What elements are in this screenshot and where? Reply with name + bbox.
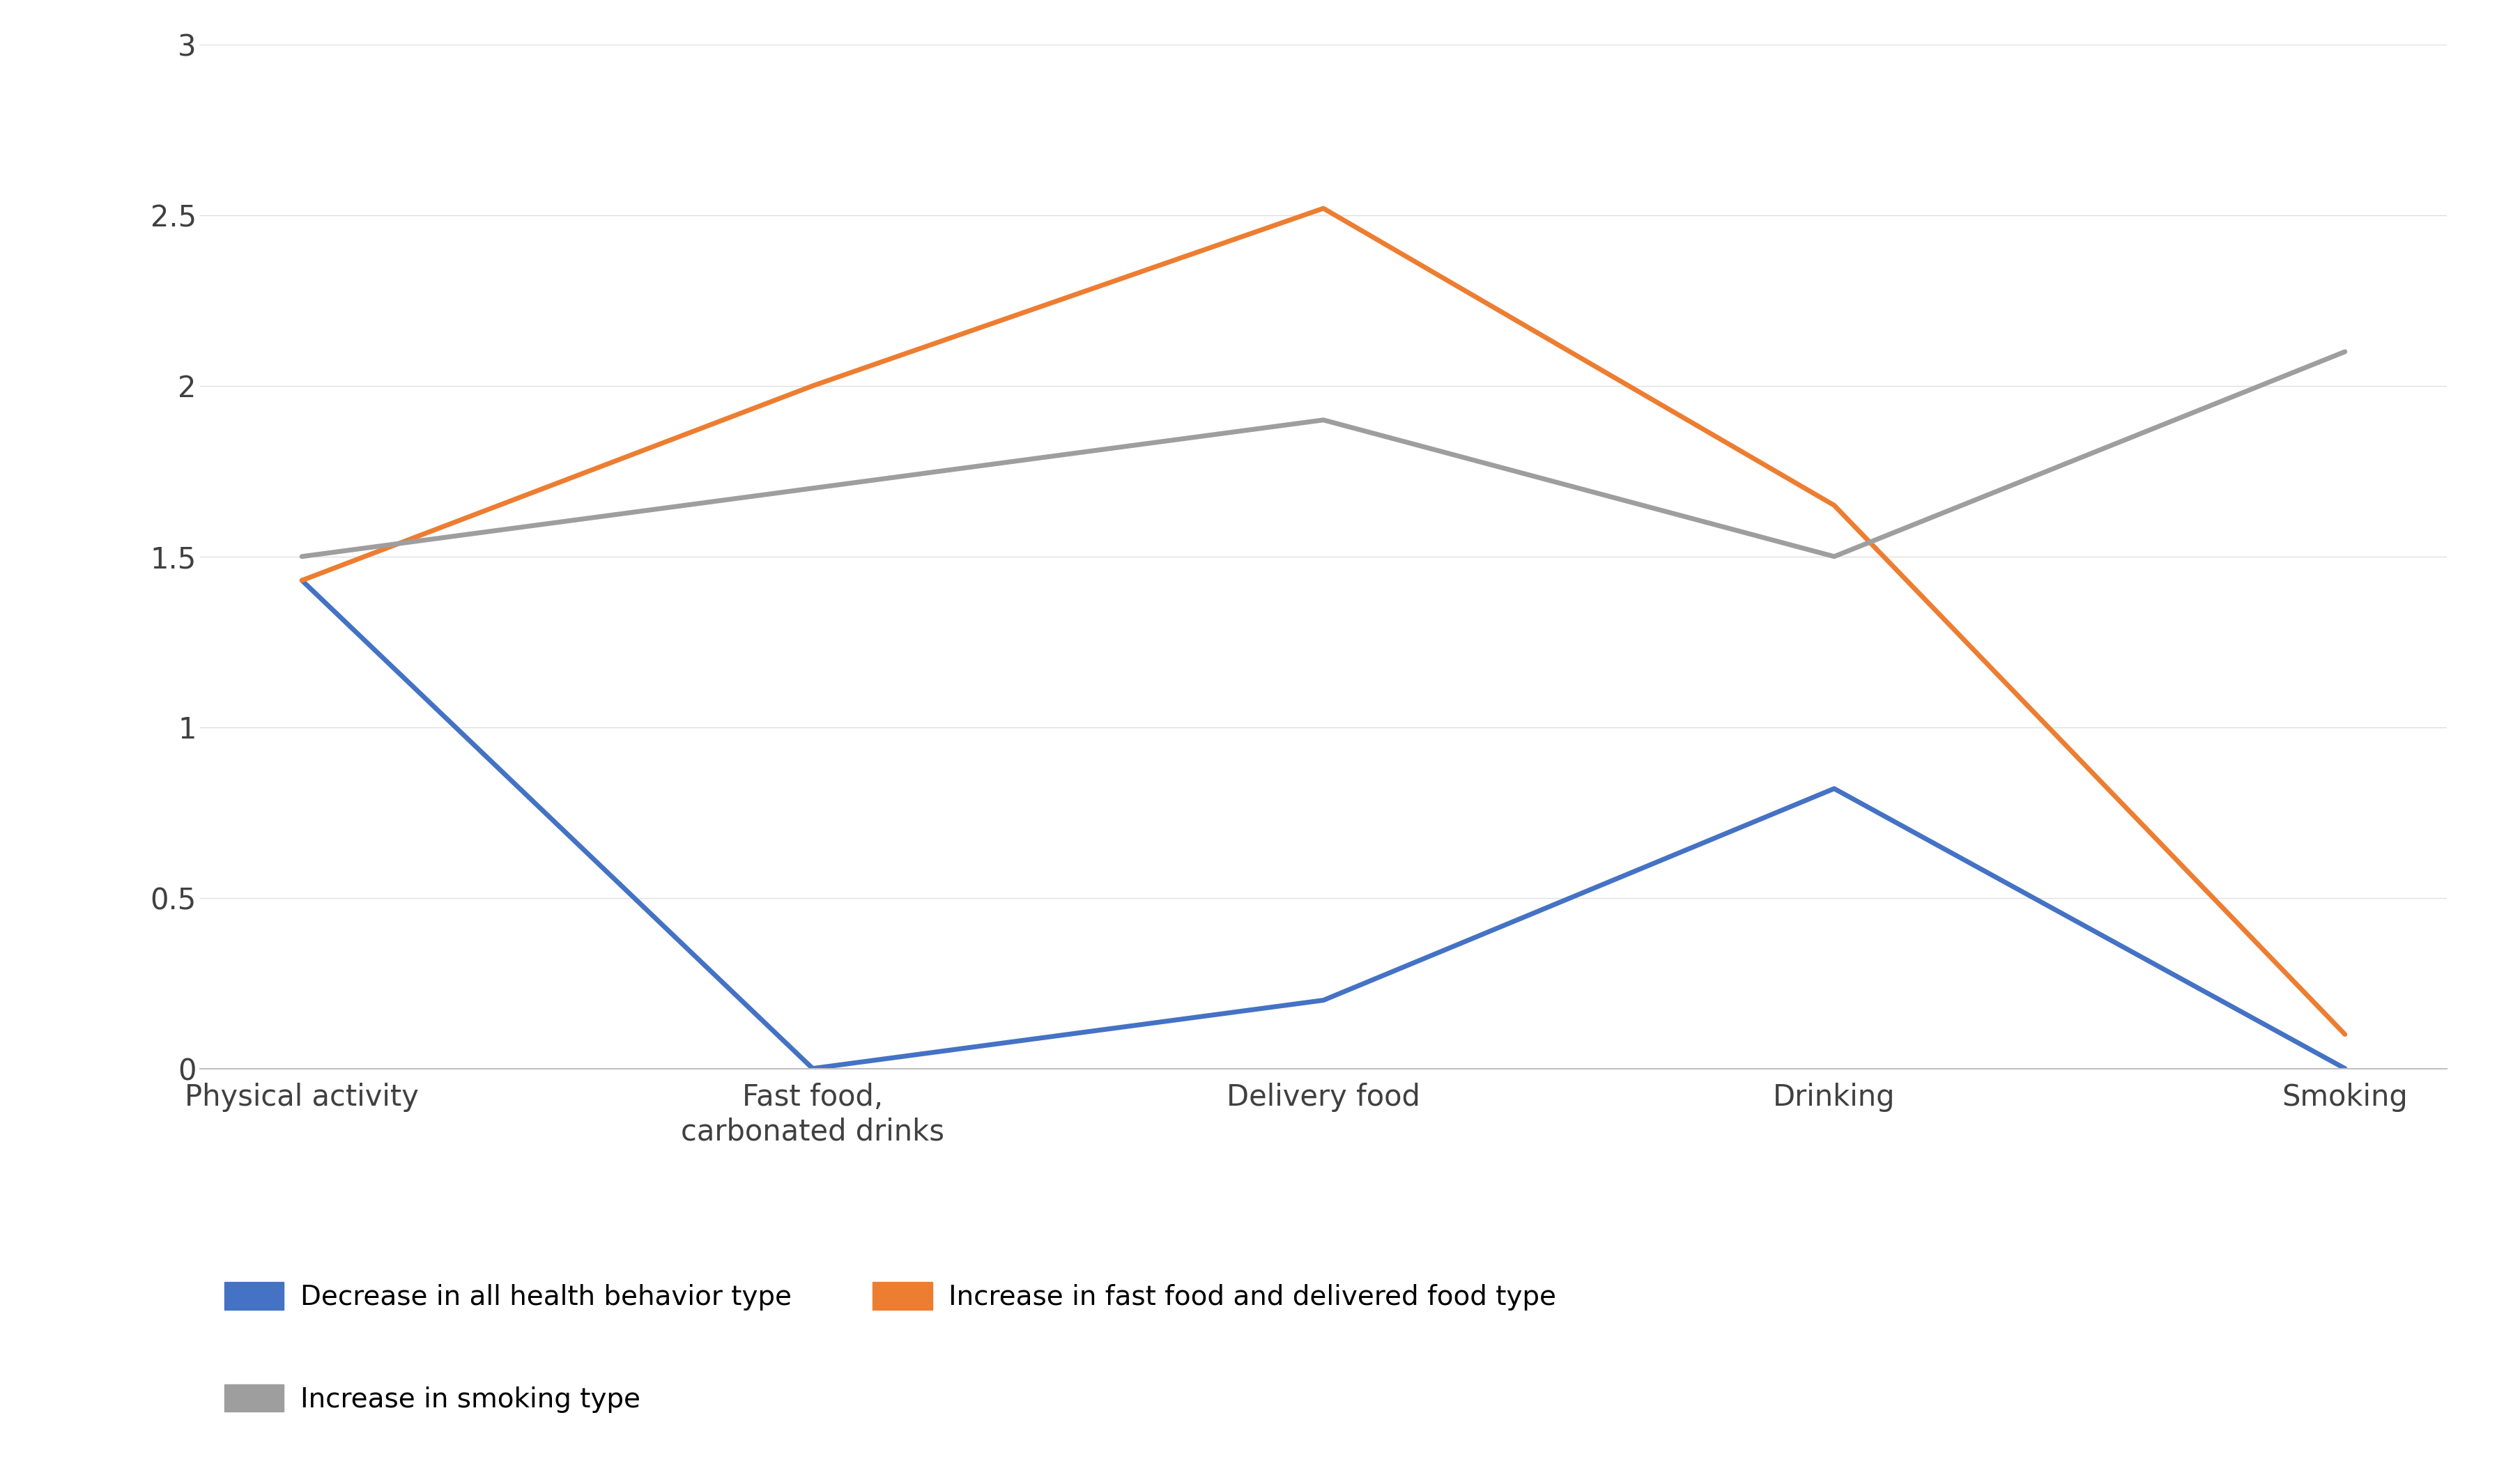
Legend: Increase in smoking type: Increase in smoking type (212, 1373, 652, 1423)
